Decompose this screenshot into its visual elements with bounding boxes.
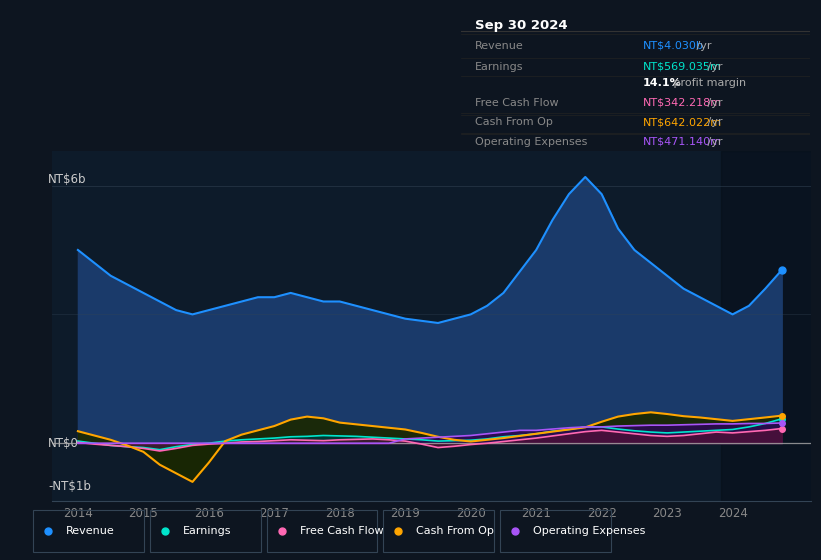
Text: Cash From Op: Cash From Op — [475, 118, 553, 128]
Text: NT$471.140m: NT$471.140m — [642, 137, 722, 147]
Text: /yr: /yr — [704, 62, 722, 72]
Text: Cash From Op: Cash From Op — [416, 526, 494, 535]
Text: Operating Expenses: Operating Expenses — [534, 526, 645, 535]
Text: Earnings: Earnings — [182, 526, 232, 535]
Text: 14.1%: 14.1% — [642, 78, 681, 88]
Text: Revenue: Revenue — [66, 526, 115, 535]
Text: Free Cash Flow: Free Cash Flow — [475, 98, 559, 108]
Text: Revenue: Revenue — [475, 41, 524, 51]
Text: /yr: /yr — [704, 98, 722, 108]
Text: /yr: /yr — [704, 137, 722, 147]
Text: Sep 30 2024: Sep 30 2024 — [475, 19, 568, 32]
Text: Operating Expenses: Operating Expenses — [475, 137, 588, 147]
Text: NT$642.022m: NT$642.022m — [642, 118, 722, 128]
Text: -NT$1b: -NT$1b — [48, 480, 91, 493]
Text: NT$342.218m: NT$342.218m — [642, 98, 722, 108]
Text: Earnings: Earnings — [475, 62, 524, 72]
Text: NT$6b: NT$6b — [48, 172, 86, 185]
Text: NT$0: NT$0 — [48, 437, 79, 450]
Text: /yr: /yr — [704, 118, 722, 128]
Text: NT$569.035m: NT$569.035m — [642, 62, 721, 72]
Text: profit margin: profit margin — [670, 78, 746, 88]
Text: /yr: /yr — [693, 41, 711, 51]
Text: Free Cash Flow: Free Cash Flow — [300, 526, 383, 535]
Bar — [722, 151, 821, 501]
Text: NT$4.030b: NT$4.030b — [642, 41, 704, 51]
